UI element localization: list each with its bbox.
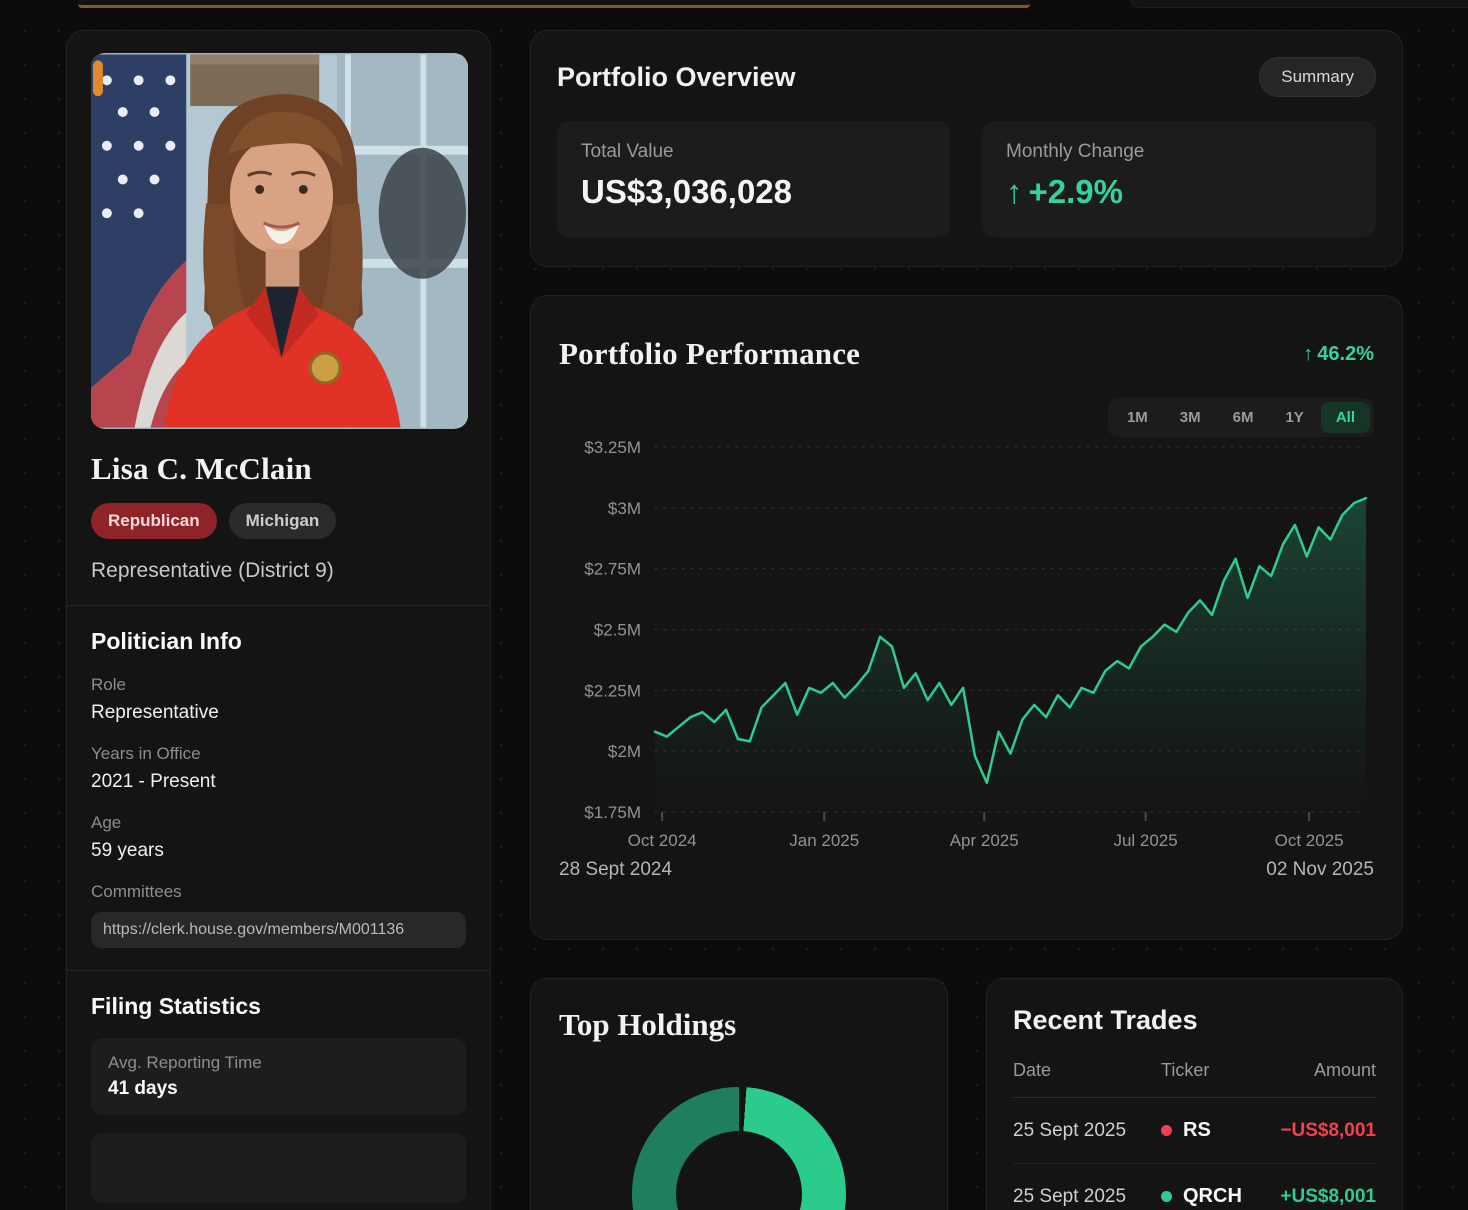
- range-button-all[interactable]: All: [1320, 402, 1370, 433]
- avg-reporting-time-tile: Avg. Reporting Time 41 days: [91, 1038, 466, 1115]
- portfolio-performance-title: Portfolio Performance: [559, 336, 861, 371]
- range-button-6m[interactable]: 6M: [1218, 402, 1269, 433]
- chart-start-date: 28 Sept 2024: [559, 859, 673, 880]
- time-range-selector: 1M 3M 6M 1Y All: [1107, 398, 1374, 437]
- chart-end-date: 02 Nov 2025: [1266, 859, 1374, 880]
- svg-text:Jul 2025: Jul 2025: [1113, 831, 1177, 850]
- svg-text:$3.25M: $3.25M: [584, 441, 641, 457]
- svg-text:Jan 2025: Jan 2025: [789, 831, 859, 850]
- monthly-change-tile: Monthly Change ↑ +2.9%: [982, 121, 1376, 237]
- field-value-age: 59 years: [91, 840, 164, 861]
- trades-table: Date Ticker Amount 25 Sept 2025 RS −US$8…: [1013, 1060, 1376, 1210]
- column-date: Date: [1013, 1060, 1052, 1080]
- stat-value: 41 days: [108, 1078, 178, 1099]
- portfolio-overview-card: Portfolio Overview Summary Total Value U…: [530, 30, 1403, 267]
- column-ticker: Ticker: [1161, 1060, 1210, 1080]
- stat-tile-cutoff: [91, 1133, 466, 1203]
- total-value-tile: Total Value US$3,036,028: [557, 121, 950, 237]
- range-button-1y[interactable]: 1Y: [1270, 402, 1318, 433]
- up-arrow-icon: ↑: [1303, 342, 1314, 365]
- range-button-1m[interactable]: 1M: [1112, 402, 1163, 433]
- committees-label: Committees: [91, 882, 182, 901]
- sell-dot-icon: [1161, 1125, 1172, 1136]
- recent-trades-title: Recent Trades: [1013, 1005, 1198, 1035]
- field-label-years: Years in Office: [91, 744, 201, 763]
- profile-photo-illustration: [91, 54, 468, 428]
- trade-ticker: RS: [1161, 1119, 1246, 1142]
- role-line: Representative (District 9): [91, 559, 334, 582]
- performance-change: ↑ 46.2%: [1303, 342, 1374, 365]
- committees-link[interactable]: https://clerk.house.gov/members/M001136: [91, 912, 466, 948]
- up-arrow-icon: ↑: [1006, 173, 1023, 210]
- field-value-years: 2021 - Present: [91, 771, 216, 792]
- top-holdings-card: Top Holdings: [530, 978, 948, 1210]
- party-badge: Republican: [91, 503, 217, 539]
- politician-info-section: Politician Info Role Representative Year…: [67, 606, 490, 970]
- svg-text:$2.5M: $2.5M: [594, 621, 641, 640]
- profile-section: Lisa C. McClain Republican Michigan Repr…: [67, 31, 490, 605]
- monthly-change-label: Monthly Change: [1006, 141, 1145, 162]
- field-value-role: Representative: [91, 702, 219, 723]
- holdings-donut-chart[interactable]: [632, 1087, 846, 1210]
- total-value: US$3,036,028: [581, 173, 793, 210]
- total-value-label: Total Value: [581, 141, 674, 162]
- svg-text:$2.25M: $2.25M: [584, 681, 641, 700]
- field-label-age: Age: [91, 813, 122, 832]
- svg-text:Oct 2025: Oct 2025: [1275, 831, 1344, 850]
- svg-text:Apr 2025: Apr 2025: [950, 831, 1019, 850]
- recent-trades-card: Recent Trades Date Ticker Amount 25 Sept…: [986, 978, 1403, 1210]
- politician-info-heading: Politician Info: [91, 628, 242, 654]
- trade-row: 25 Sept 2025 QRCH +US$8,001: [1013, 1164, 1376, 1210]
- trade-ticker: QRCH: [1161, 1185, 1246, 1208]
- range-button-3m[interactable]: 3M: [1165, 402, 1216, 433]
- monthly-change-value: ↑ +2.9%: [1006, 173, 1123, 210]
- buy-dot-icon: [1161, 1191, 1172, 1202]
- portfolio-performance-card: Portfolio Performance ↑ 46.2% 1M 3M 6M 1Y…: [530, 295, 1403, 940]
- filing-statistics-section: Filing Statistics Avg. Reporting Time 41…: [67, 971, 490, 1210]
- politician-name: Lisa C. McClain: [91, 451, 312, 486]
- top-holdings-title: Top Holdings: [559, 1007, 737, 1042]
- profile-photo: [91, 53, 468, 429]
- field-label-role: Role: [91, 675, 126, 694]
- svg-text:$2.75M: $2.75M: [584, 560, 641, 579]
- cutoff-card-above-right: [1130, 0, 1468, 8]
- cutoff-card-above-left: [78, 0, 1030, 8]
- trades-header-row: Date Ticker Amount: [1013, 1060, 1376, 1098]
- sidebar-divider: [67, 605, 490, 606]
- politician-sidebar: Lisa C. McClain Republican Michigan Repr…: [66, 30, 491, 1210]
- portfolio-overview-title: Portfolio Overview: [557, 61, 796, 92]
- summary-button[interactable]: Summary: [1259, 57, 1376, 97]
- trade-amount: +US$8,001: [1280, 1185, 1376, 1207]
- svg-text:Oct 2024: Oct 2024: [628, 831, 697, 850]
- svg-text:$3M: $3M: [608, 499, 641, 518]
- svg-text:$2M: $2M: [608, 742, 641, 761]
- trade-date: 25 Sept 2025: [1013, 1119, 1127, 1141]
- trade-date: 25 Sept 2025: [1013, 1185, 1127, 1207]
- svg-text:$1.75M: $1.75M: [584, 803, 641, 822]
- sidebar-divider: [67, 970, 490, 971]
- trade-row: 25 Sept 2025 RS −US$8,001: [1013, 1098, 1376, 1164]
- performance-line-chart[interactable]: $1.75M $2M $2.25M $2.5M $2.75M $3M $3.25M Oct 2…: [559, 441, 1374, 853]
- state-badge: Michigan: [228, 503, 337, 539]
- stat-label: Avg. Reporting Time: [108, 1053, 262, 1072]
- column-amount: Amount: [1313, 1060, 1376, 1080]
- badges-row: Republican Michigan: [91, 503, 466, 539]
- filing-statistics-heading: Filing Statistics: [91, 993, 261, 1019]
- trade-amount: −US$8,001: [1280, 1119, 1376, 1141]
